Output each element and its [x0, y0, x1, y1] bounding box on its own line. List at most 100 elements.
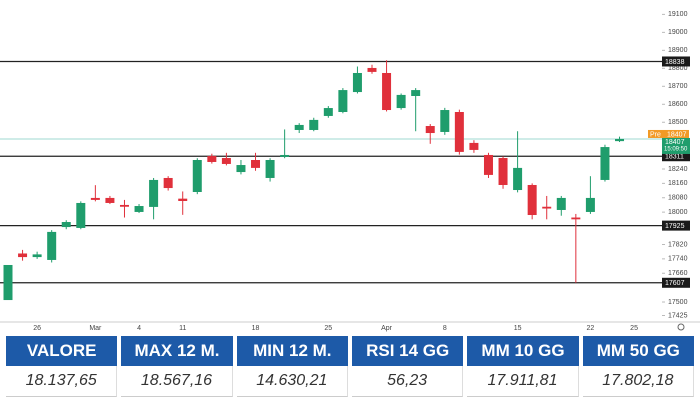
table-value: 18.137,65 [6, 366, 118, 397]
stats-table: VALORE MAX 12 M. MIN 12 M. RSI 14 GG MM 10 G… [6, 336, 694, 397]
y-tick-label: 18700 [668, 83, 688, 90]
y-tick-label: 18240 [668, 166, 688, 173]
candle-body [454, 112, 464, 152]
y-tick-label: 18160 [668, 180, 688, 187]
candle-body [18, 253, 28, 258]
y-tick-label: 17660 [668, 270, 688, 277]
candle-body [425, 126, 435, 134]
candle-body [382, 72, 392, 111]
candle-body [61, 222, 71, 228]
table-header: RSI 14 GG [352, 336, 464, 366]
table-value: 56,23 [352, 366, 464, 397]
candle-body [483, 154, 493, 175]
table-value: 17.802,18 [582, 366, 694, 397]
pre-tag-text: Pre [650, 131, 661, 138]
level-label: 18838 [665, 59, 685, 66]
x-tick-label: 25 [324, 325, 332, 332]
candle-body [571, 217, 581, 220]
x-tick-label: 22 [587, 325, 595, 332]
pre-tag-value: 18407 [667, 131, 687, 138]
candle-body [338, 90, 348, 112]
y-tick-label: 18600 [668, 101, 688, 108]
candle-body [396, 94, 406, 109]
x-tick-label: Apr [381, 325, 393, 332]
candle-body [556, 197, 566, 210]
y-tick-label: 18080 [668, 195, 688, 202]
candle-body [90, 197, 100, 200]
price-tag-timer: 15:09:50 [664, 147, 688, 153]
y-tick-label: 18800 [668, 65, 688, 72]
y-tick-label: 18500 [668, 119, 688, 126]
candle-body [411, 90, 421, 96]
table-header: VALORE [6, 336, 118, 366]
y-tick-label: 19100 [668, 11, 688, 18]
candle-body [367, 67, 377, 72]
candle-body [134, 206, 144, 212]
y-tick-label: 17820 [668, 241, 688, 248]
table-value: 14.630,21 [236, 366, 348, 397]
level-label: 17925 [665, 223, 685, 230]
pre-tag [648, 129, 689, 138]
level-label: 18311 [665, 154, 684, 161]
candle-body [163, 177, 173, 189]
table-header: MM 10 GG [467, 336, 579, 366]
candle-body [251, 160, 261, 168]
candle-body [440, 110, 450, 132]
y-tick-label: 17500 [668, 299, 688, 306]
level-tag [662, 56, 690, 67]
candle-body [585, 197, 595, 212]
level-label: 17607 [665, 280, 685, 287]
x-tick-label: 26 [33, 325, 41, 332]
candle-body [105, 197, 115, 203]
x-tick-label: 11 [179, 325, 186, 332]
x-tick-label: 4 [137, 325, 141, 332]
candle-body [178, 198, 188, 201]
settings-icon [677, 323, 685, 331]
x-tick-label: 15 [514, 325, 522, 332]
chart: 19100 19000 18900 18800 18700 18600 18500 18240… [0, 11, 700, 332]
table-header: MM 50 GG [582, 336, 694, 366]
candle-body [119, 204, 129, 207]
price-tag-value: 18407 [665, 139, 685, 146]
candle-body [527, 184, 537, 216]
candle-body [323, 108, 333, 116]
candle-body [280, 154, 290, 157]
candle-body [221, 158, 231, 164]
x-tick-label: 18 [252, 325, 260, 332]
candle-body [294, 124, 304, 130]
candle-body [192, 160, 202, 192]
level-tag [662, 151, 690, 162]
y-tick-label: 18900 [668, 47, 688, 54]
y-tick-label: 17740 [668, 256, 688, 263]
candle-body [600, 147, 610, 180]
candle-body [236, 165, 246, 173]
candle-body [469, 142, 479, 150]
x-tick-label: Mar [89, 325, 102, 332]
x-tick-label: 8 [443, 325, 447, 332]
candle-body [542, 206, 552, 209]
candle-body [352, 72, 362, 93]
y-tick-label: 17425 [668, 312, 688, 319]
candle-body [498, 158, 508, 185]
candle-body [3, 264, 13, 301]
x-tick-label: 25 [630, 325, 638, 332]
table-value: 17.911,81 [467, 366, 579, 397]
table-value: 18.567,16 [121, 366, 233, 397]
level-tag [662, 220, 690, 231]
candle-body [32, 254, 42, 258]
candle-body [513, 167, 523, 191]
y-tick-label: 19000 [668, 29, 688, 36]
candle-body [47, 231, 57, 260]
candle-body [615, 138, 625, 142]
table-header: MIN 12 M. [236, 336, 348, 366]
candle-body [207, 156, 217, 162]
candle-body [309, 119, 319, 130]
price-tag [662, 137, 690, 154]
table-header: MAX 12 M. [121, 336, 233, 366]
level-tag [662, 277, 690, 288]
candle-body [265, 160, 275, 178]
y-tick-label: 18000 [668, 209, 688, 216]
candle-body [149, 179, 159, 207]
candle-body [76, 202, 86, 228]
